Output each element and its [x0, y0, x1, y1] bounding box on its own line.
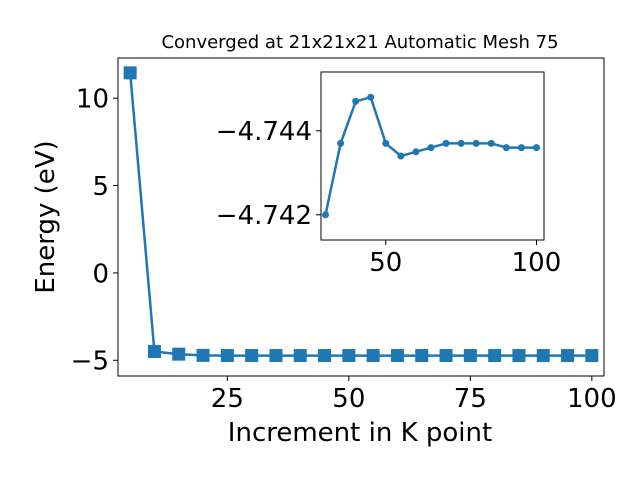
main-data-point — [561, 349, 575, 363]
main-plot-frame — [117, 57, 605, 377]
inset-axis-ticks: 50 100 −4.744 −4.742 — [216, 117, 562, 278]
inset-data-point — [487, 139, 495, 147]
main-y-tick-label: 0 — [92, 259, 109, 289]
main-data-point — [415, 349, 429, 363]
main-data-point — [463, 349, 477, 363]
inset-data-point — [502, 144, 510, 152]
main-data-point — [245, 349, 259, 363]
x-axis-label: Increment in K point — [228, 418, 492, 448]
main-data-point — [196, 348, 210, 362]
inset-data-point — [397, 152, 405, 160]
inset-y-tick-label: −4.744 — [216, 117, 312, 147]
inset-y-tick-label: −4.742 — [216, 201, 312, 231]
inset-plot-frame — [320, 71, 545, 241]
main-x-tick-label: 25 — [211, 384, 244, 414]
inset-data-point — [352, 97, 360, 105]
main-data-point — [439, 349, 453, 363]
main-data-point — [123, 66, 137, 80]
main-data-point — [318, 349, 332, 363]
main-data-point — [390, 349, 404, 363]
inset-data-point — [427, 144, 435, 152]
main-data-point — [293, 349, 307, 363]
chart-title: Converged at 21x21x21 Automatic Mesh 75 — [161, 32, 558, 53]
inset-data-point — [457, 139, 465, 147]
main-data-point — [488, 349, 502, 363]
inset-data-point — [337, 139, 345, 147]
inset-data-point — [517, 144, 525, 152]
main-x-tick-label: 75 — [454, 384, 487, 414]
inset-data-point — [472, 139, 480, 147]
main-data-point — [220, 349, 234, 363]
inset-data-point — [382, 139, 390, 147]
main-data-point — [585, 349, 599, 363]
main-x-tick-label: 50 — [332, 384, 365, 414]
inset-data-point — [367, 93, 375, 101]
main-y-tick-label: 10 — [76, 85, 109, 115]
main-data-point — [366, 349, 380, 363]
inset-x-tick-label: 50 — [369, 248, 402, 278]
main-data-point — [147, 345, 161, 359]
main-axis-ticks: 25 50 75 100 −5 0 5 10 — [71, 85, 617, 414]
main-data-point — [512, 349, 526, 363]
main-y-tick-label: 5 — [92, 172, 109, 202]
main-data-point — [172, 347, 186, 361]
y-axis-label: Energy (eV) — [31, 140, 61, 293]
main-data-point — [269, 349, 283, 363]
main-x-tick-label: 100 — [567, 384, 617, 414]
inset-x-tick-label: 100 — [512, 248, 562, 278]
inset-data-series — [322, 93, 540, 219]
main-y-tick-label: −5 — [71, 347, 109, 377]
inset-data-point — [412, 148, 420, 156]
inset-data-point — [442, 139, 450, 147]
inset-data-point — [322, 211, 330, 219]
main-data-point — [536, 349, 550, 363]
main-data-point — [342, 349, 356, 363]
inset-data-point — [532, 144, 540, 152]
main-data-series — [123, 66, 599, 363]
